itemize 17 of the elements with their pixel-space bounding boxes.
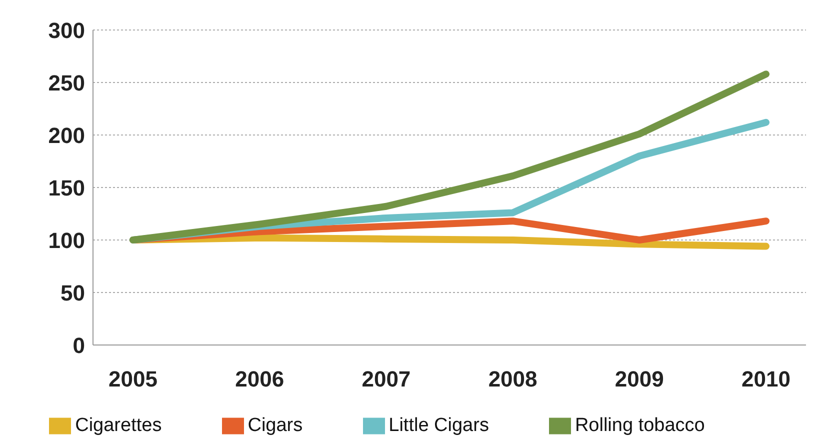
legend-label: Cigarettes [75, 415, 162, 436]
y-tick-label: 300 [48, 18, 85, 43]
y-tick-label: 50 [60, 280, 85, 306]
x-tick-label: 2008 [488, 366, 538, 392]
x-tick-label: 2009 [614, 366, 664, 392]
y-tick-label: 0 [72, 332, 85, 358]
x-tick-label: 2006 [235, 366, 284, 392]
legend-label: Cigars [248, 415, 303, 436]
legend-label: Little Cigars [388, 415, 489, 436]
y-tick-label: 200 [48, 122, 85, 148]
x-tick-label: 2007 [362, 366, 411, 392]
x-tick-label: 2010 [742, 366, 790, 392]
y-tick-label: 100 [48, 228, 85, 253]
y-tick-label: 150 [48, 175, 85, 200]
y-tick-label: 250 [48, 70, 85, 96]
x-tick-label: 2005 [108, 366, 158, 392]
legend-label: Rolling tobacco [574, 415, 705, 436]
